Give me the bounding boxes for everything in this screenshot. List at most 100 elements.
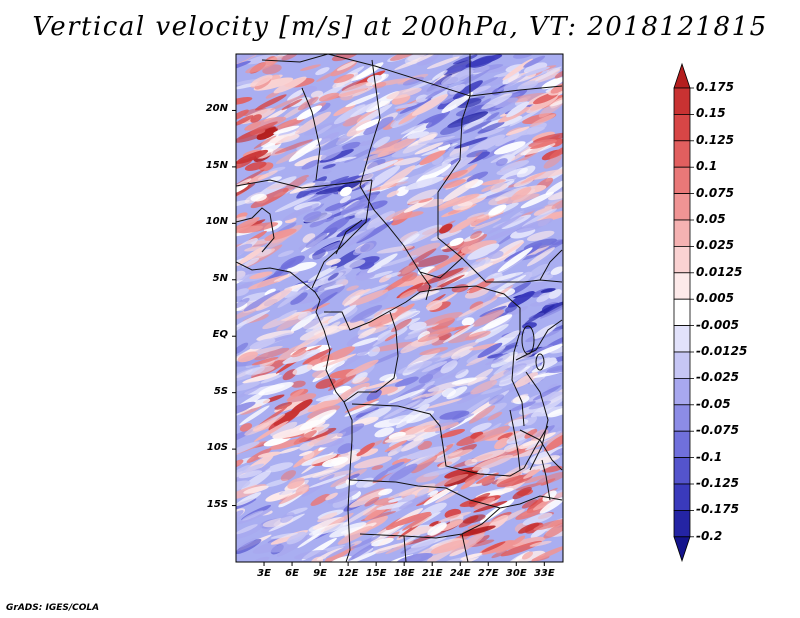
field-streak: [491, 374, 523, 386]
field-streak: [309, 474, 347, 488]
field-streak: [518, 522, 540, 534]
field-streak: [441, 369, 467, 381]
field-streak: [338, 81, 373, 97]
field-streak: [293, 201, 322, 211]
field-streak: [541, 77, 563, 90]
field-streak: [267, 176, 282, 183]
field-streak: [355, 104, 393, 126]
field-streak: [472, 217, 502, 230]
field-streak: [420, 312, 463, 327]
field-streak: [237, 222, 279, 234]
field-streak: [269, 133, 300, 144]
field-streak: [342, 504, 377, 526]
colorbar-swatch: [673, 140, 691, 168]
field-streak: [481, 93, 513, 110]
field-streak: [411, 94, 449, 116]
lat-label: 10S: [206, 442, 228, 454]
field-streak: [491, 97, 519, 108]
field-streak: [360, 240, 377, 253]
field-streak: [293, 330, 327, 351]
field-streak: [528, 263, 549, 278]
colorbar-swatch: [673, 245, 691, 274]
field-streak: [402, 513, 432, 531]
field-streak: [440, 69, 474, 85]
field-streak: [434, 413, 475, 428]
field-streak: [465, 54, 503, 68]
field-streak: [530, 393, 563, 418]
field-streak: [257, 451, 282, 458]
field-streak: [244, 116, 287, 131]
field-streak: [293, 430, 317, 445]
field-streak: [508, 306, 529, 316]
field-streak: [529, 296, 563, 307]
field-streak: [295, 296, 319, 304]
field-streak: [352, 372, 368, 384]
field-streak: [274, 194, 315, 213]
field-streak: [439, 410, 470, 420]
field-streak: [388, 463, 418, 482]
field-streak: [282, 174, 309, 193]
field-streak: [345, 359, 379, 377]
field-streak: [442, 179, 467, 189]
field-streak: [491, 550, 508, 559]
field-streak: [399, 231, 419, 242]
field-streak: [423, 267, 464, 285]
field-streak: [288, 138, 322, 162]
field-streak: [503, 443, 520, 452]
field-streak: [536, 291, 553, 303]
field-streak: [336, 61, 356, 71]
field-streak: [358, 448, 379, 457]
field-streak: [392, 458, 411, 466]
field-streak: [419, 347, 449, 356]
field-streak: [363, 200, 388, 211]
colorbar-level-label: -0.005: [696, 317, 739, 332]
field-streak: [325, 258, 341, 266]
field-streak: [483, 227, 519, 242]
field-streak: [270, 421, 298, 437]
lat-label: 10N: [205, 216, 228, 228]
field-streak: [362, 378, 404, 390]
colorbar-level-label: -0.025: [696, 370, 739, 385]
field-streak: [522, 512, 553, 526]
colorbar-top-arrow: [673, 62, 691, 89]
field-streak: [270, 94, 306, 111]
field-streak: [497, 432, 513, 441]
field-streak: [236, 492, 262, 507]
field-streak: [282, 349, 321, 364]
field-streak: [308, 522, 350, 536]
field-streak: [281, 54, 300, 61]
field-streak: [547, 383, 558, 391]
field-streak: [526, 280, 548, 293]
colorbar-level-label: 0.125: [696, 132, 734, 147]
lon-label: 6E: [285, 568, 299, 579]
field-streak: [356, 442, 375, 457]
field-streak: [348, 337, 366, 345]
field-streak: [398, 494, 431, 510]
field-streak: [397, 308, 417, 320]
field-streak: [430, 539, 469, 554]
field-streak: [273, 76, 307, 94]
field-streak: [458, 298, 498, 318]
field-streak: [449, 237, 464, 247]
field-streak: [388, 388, 425, 404]
field-streak: [384, 434, 416, 443]
field-streak: [322, 456, 349, 468]
field-streak: [549, 346, 563, 354]
map-frame: [235, 53, 564, 563]
colorbar-swatch: [673, 298, 691, 327]
field-streak: [452, 80, 483, 100]
field-streak: [274, 402, 293, 410]
field-streak: [464, 473, 485, 484]
field-streak: [299, 450, 313, 457]
field-streak: [539, 497, 563, 514]
field-streak: [467, 240, 497, 250]
field-streak: [425, 110, 450, 129]
field-streak: [520, 191, 555, 209]
field-streak: [287, 89, 305, 101]
field-streak: [264, 228, 297, 241]
field-streak: [236, 115, 254, 126]
field-streak: [528, 391, 563, 403]
field-streak: [359, 261, 375, 270]
field-streak: [264, 288, 276, 296]
field-streak: [342, 550, 379, 562]
